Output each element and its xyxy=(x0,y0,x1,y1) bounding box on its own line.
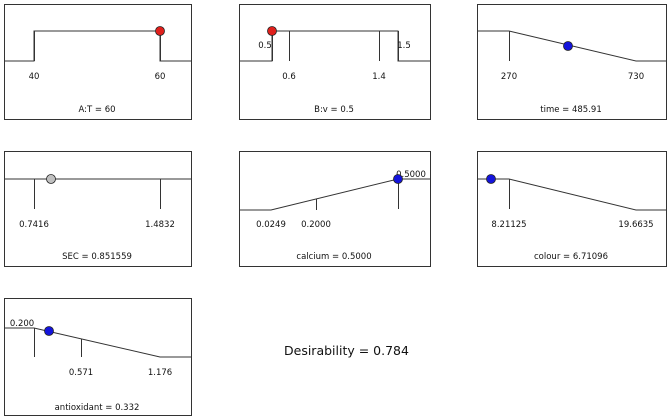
setting-marker[interactable] xyxy=(267,26,277,36)
setting-marker[interactable] xyxy=(44,326,54,336)
panel-2: 0.5 0.6 1.4 1.5 B:v = 0.5 xyxy=(239,4,431,120)
setting-marker[interactable] xyxy=(563,41,573,51)
panel-3: 270 730 time = 485.91 xyxy=(477,4,667,120)
panel-frame xyxy=(239,4,431,120)
desirability-profile-line xyxy=(239,178,430,211)
tick-label: 0.0249 xyxy=(256,220,286,230)
panel-1: 40 60 A:T = 60 xyxy=(4,4,192,120)
setting-marker[interactable] xyxy=(155,26,165,36)
tick-label: 1.176 xyxy=(148,368,172,378)
panel-7: 0.200 0.571 1.176 antioxidant = 0.332 xyxy=(4,298,192,416)
panel-6: 8.21125 19.6635 colour = 6.71096 xyxy=(477,151,667,267)
panel-frame xyxy=(477,4,667,120)
panel-caption: time = 485.91 xyxy=(540,105,601,115)
tick-label: 0.5 xyxy=(258,41,272,51)
tick-label: 270 xyxy=(501,72,517,82)
panel-5: 0.0249 0.2000 0.5000 calcium = 0.5000 xyxy=(239,151,431,267)
desirability-profile-line xyxy=(239,30,430,62)
tick-label: 1.4 xyxy=(372,72,386,82)
panel-caption: B:v = 0.5 xyxy=(314,105,354,115)
tick-label: 1.5 xyxy=(397,41,411,51)
tick-label: 1.4832 xyxy=(145,220,175,230)
setting-marker[interactable] xyxy=(46,174,56,184)
panel-frame xyxy=(4,4,192,120)
setting-marker[interactable] xyxy=(393,174,403,184)
tick-label: 40 xyxy=(29,72,40,82)
desirability-value: Desirability = 0.784 xyxy=(284,343,409,358)
tick-label: 730 xyxy=(628,72,644,82)
tick-label: 19.6635 xyxy=(618,220,653,230)
tick-label: 0.571 xyxy=(69,368,93,378)
desirability-profile-line xyxy=(4,30,191,62)
tick-label: 0.2000 xyxy=(301,220,331,230)
tick-label: 60 xyxy=(155,72,166,82)
panel-caption: colour = 6.71096 xyxy=(534,252,608,262)
setting-marker[interactable] xyxy=(486,174,496,184)
tick-label: 0.6 xyxy=(282,72,296,82)
panel-frame xyxy=(477,151,667,267)
panel-frame xyxy=(4,151,192,267)
panel-caption: A:T = 60 xyxy=(78,105,115,115)
panel-4: 0.7416 1.4832 SEC = 0.851559 xyxy=(4,151,192,267)
panel-frame xyxy=(239,151,431,267)
tick-label: 8.21125 xyxy=(491,220,526,230)
tick-label: 0.5000 xyxy=(396,170,426,180)
panel-caption: antioxidant = 0.332 xyxy=(55,403,140,413)
panel-caption: SEC = 0.851559 xyxy=(62,252,132,262)
panel-caption: calcium = 0.5000 xyxy=(296,252,371,262)
tick-label: 0.7416 xyxy=(19,220,49,230)
tick-label: 0.200 xyxy=(10,319,34,329)
desirability-profile-line xyxy=(4,327,191,358)
